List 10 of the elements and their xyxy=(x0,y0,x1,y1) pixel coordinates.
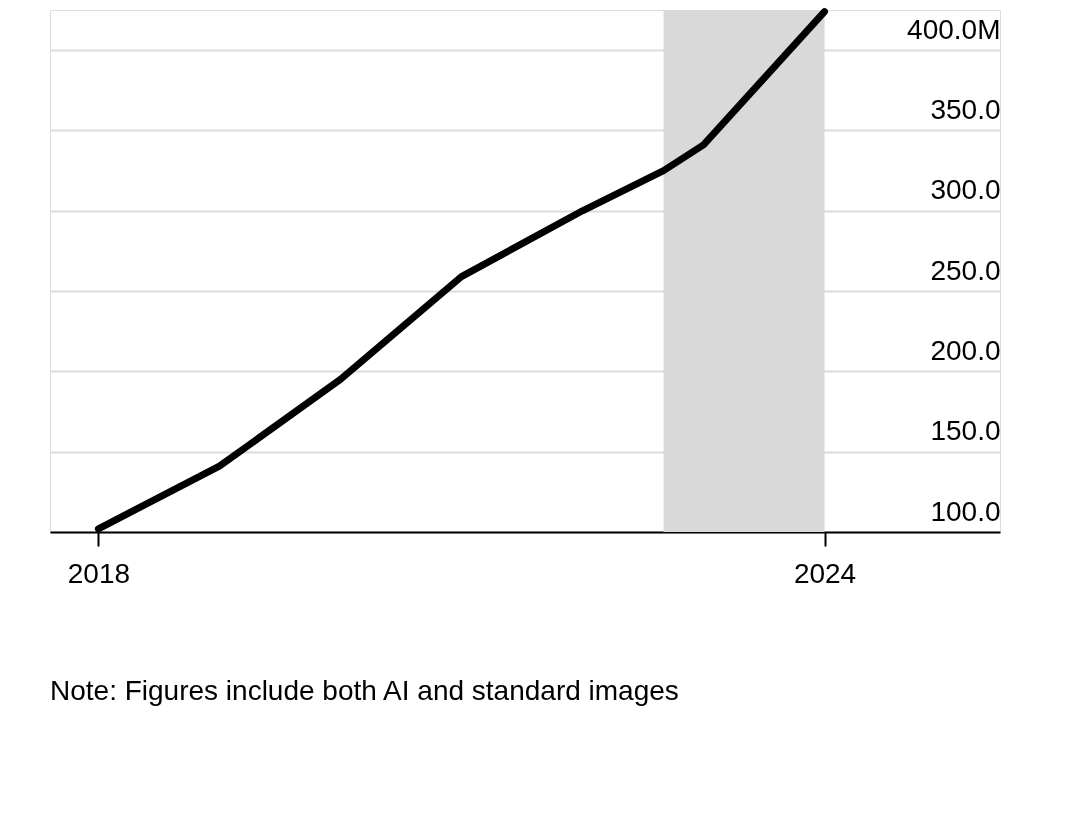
y-tick-label: 300.0 xyxy=(930,174,1001,206)
y-tick-label: 350.0 xyxy=(930,93,1001,125)
x-tick-label: 2018 xyxy=(67,557,131,589)
text: Note: Figures include both AI and standard images xyxy=(50,675,679,706)
y-tick-label: 250.0 xyxy=(930,254,1001,286)
y-tick-label: 400.0M xyxy=(907,13,1001,45)
y-tick-label: 200.0 xyxy=(930,334,1001,366)
y-tick-label: 100.0 xyxy=(930,495,1001,527)
x-tick-label: 2024 xyxy=(793,557,857,589)
y-tick-label: 150.0 xyxy=(930,415,1001,447)
